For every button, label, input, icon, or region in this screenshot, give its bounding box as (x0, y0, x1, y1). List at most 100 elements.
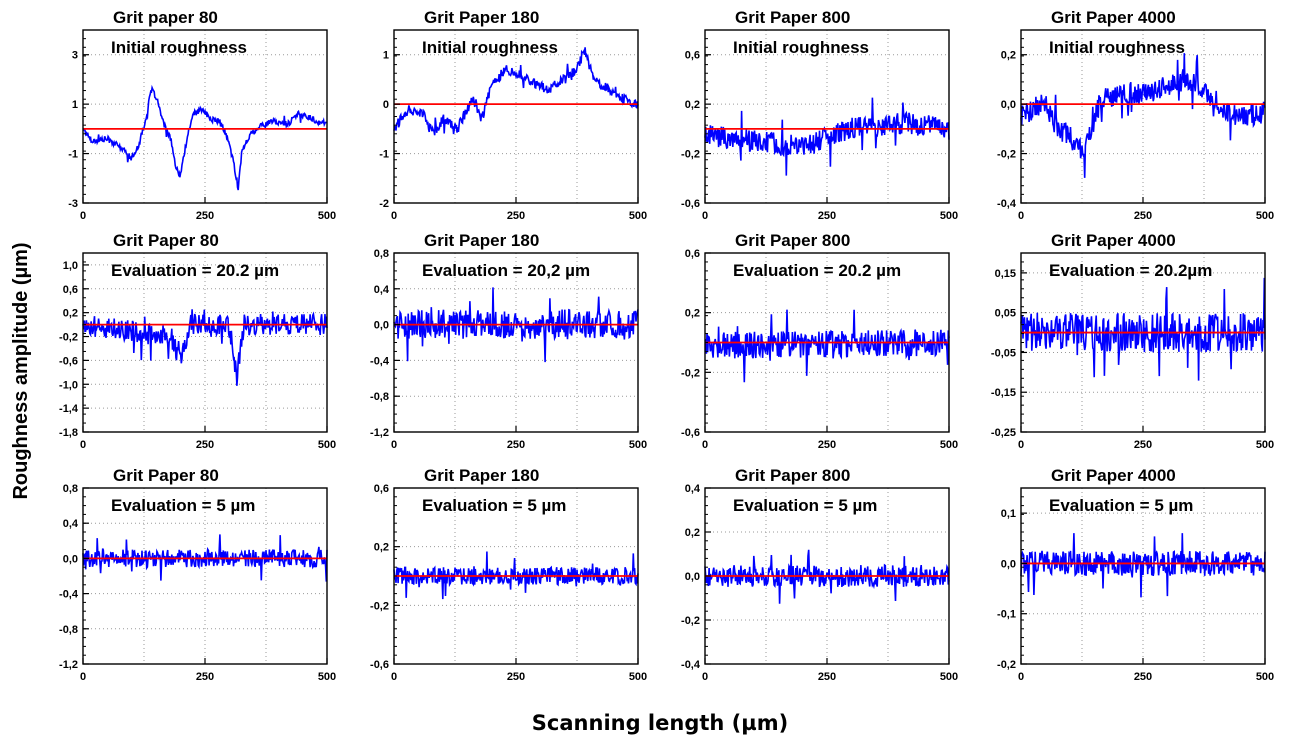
panel-subtitle: Initial roughness (1049, 38, 1185, 57)
y-tick-label: -0,2 (997, 659, 1016, 671)
x-tick-label: 250 (196, 210, 214, 222)
y-tick-label: 0,0 (685, 571, 700, 583)
y-tick-label: 1 (72, 99, 78, 111)
panel-title: Grit Paper 800 (735, 8, 850, 27)
panel-title: Grit Paper 4000 (1051, 8, 1176, 27)
x-tick-label: 0 (1018, 439, 1024, 451)
x-tick-label: 0 (702, 439, 708, 451)
x-tick-label: 500 (1256, 210, 1274, 222)
y-tick-label: 0,8 (63, 483, 78, 495)
x-tick-label: 0 (80, 671, 86, 683)
panel-subtitle: Initial roughness (733, 38, 869, 57)
y-tick-label: 1,0 (63, 260, 78, 272)
panel-subtitle: Evaluation = 5 µm (422, 496, 566, 515)
panel-8: 0,15 0,05 -0,05 -0,15 -0,250 250 500 Grit Paper… (991, 231, 1274, 451)
x-tick-label: 500 (940, 210, 958, 222)
x-tick-label: 0 (391, 210, 397, 222)
x-tick-label: 0 (1018, 210, 1024, 222)
x-tick-label: 250 (1134, 210, 1152, 222)
y-tick-label: -0,15 (991, 387, 1016, 399)
x-tick-label: 500 (629, 671, 647, 683)
y-tick-label: 0,2 (374, 542, 389, 554)
y-tick-label: -0,6 (681, 198, 700, 210)
x-tick-label: 500 (318, 439, 336, 451)
panel-title: Grit paper 80 (113, 8, 218, 27)
x-tick-label: 500 (940, 671, 958, 683)
y-tick-label: 0,2 (1001, 50, 1016, 62)
roughness-profile-line (82, 534, 328, 582)
y-tick-label: 0,6 (63, 284, 78, 296)
panel-subtitle: Initial roughness (422, 38, 558, 57)
panel-subtitle: Evaluation = 5 µm (1049, 496, 1193, 515)
panel-subtitle: Evaluation = 20,2 µm (422, 261, 590, 280)
y-tick-label: -0,6 (59, 355, 78, 367)
x-tick-label: 500 (1256, 439, 1274, 451)
y-tick-label: -0,4 (59, 589, 79, 601)
x-tick-label: 250 (507, 671, 525, 683)
y-tick-label: 0,0 (1001, 99, 1016, 111)
panel-title: Grit Paper 180 (424, 231, 539, 250)
y-tick-label: -0,6 (370, 659, 389, 671)
panel-title: Grit Paper 80 (113, 466, 219, 485)
y-tick-label: 0,4 (685, 483, 701, 495)
figure-x-axis-label: Scanning length (µm) (532, 711, 788, 735)
y-tick-label: 0,6 (685, 50, 700, 62)
y-tick-label: 0,2 (685, 527, 700, 539)
x-tick-label: 0 (391, 439, 397, 451)
roughness-profile-line (393, 287, 639, 363)
x-tick-label: 0 (80, 210, 86, 222)
panel-subtitle: Evaluation = 20.2 µm (111, 261, 279, 280)
x-tick-label: 250 (818, 210, 836, 222)
panel-5: 1,0 0,6 0,2 -0,2 -0,6 -1,0 -1,4 -1,80 250 500 Grit… (59, 231, 336, 451)
y-tick-label: -1 (68, 149, 78, 161)
y-tick-label: -0,2 (681, 367, 700, 379)
panel-subtitle: Evaluation = 5 µm (111, 496, 255, 515)
y-tick-label: -0,2 (370, 600, 389, 612)
y-tick-label: -0,6 (681, 427, 700, 439)
y-tick-label: -3 (68, 198, 78, 210)
panel-12: 0,1 0,0 -0,1 -0,20 250 500 Grit Paper 4000 Eval… (997, 466, 1274, 683)
roughness-profile-line (82, 309, 328, 386)
y-tick-label: 0,1 (1001, 508, 1016, 520)
panel-7: 0,6 0,2 -0,2 -0,60 250 500 Grit Paper 800 Evalu… (681, 231, 958, 451)
roughness-profile-line (1020, 53, 1266, 178)
y-tick-label: -0,2 (681, 149, 700, 161)
x-tick-label: 0 (702, 210, 708, 222)
panel-title: Grit Paper 80 (113, 231, 219, 250)
y-tick-label: -1,4 (59, 403, 79, 415)
y-tick-label: 0 (383, 99, 389, 111)
x-tick-label: 500 (1256, 671, 1274, 683)
y-tick-label: 0,05 (995, 308, 1016, 320)
roughness-profile-line (704, 97, 950, 176)
x-tick-label: 250 (818, 671, 836, 683)
x-tick-label: 250 (1134, 439, 1152, 451)
y-tick-label: -2 (379, 198, 389, 210)
y-tick-label: -0,05 (991, 347, 1016, 359)
roughness-profile-line (82, 84, 328, 191)
panel-subtitle: Evaluation = 5 µm (733, 496, 877, 515)
panel-6: 0,8 0,4 0,0 -0,4 -0,8 -1,20 250 500 Grit Paper 1… (370, 231, 647, 451)
y-tick-label: 0,0 (374, 320, 389, 332)
panel-title: Grit Paper 800 (735, 466, 850, 485)
y-tick-label: -0,25 (991, 427, 1016, 439)
x-tick-label: 500 (629, 210, 647, 222)
x-tick-label: 500 (318, 210, 336, 222)
y-tick-label: 0,0 (1001, 558, 1016, 570)
roughness-profile-line (1020, 533, 1266, 598)
panel-4: 0,2 0,0 -0,2 -0,40 250 500 Grit Paper 4000 Init… (997, 8, 1274, 222)
y-tick-label: 0,6 (374, 483, 389, 495)
y-tick-label: 0,4 (374, 284, 390, 296)
x-tick-label: 0 (702, 671, 708, 683)
y-tick-label: 0,0 (63, 553, 78, 565)
panel-subtitle: Evaluation = 20.2µm (1049, 261, 1212, 280)
x-tick-label: 250 (196, 671, 214, 683)
x-tick-label: 500 (318, 671, 336, 683)
x-tick-label: 500 (629, 439, 647, 451)
y-tick-label: -0,1 (997, 609, 1016, 621)
y-tick-label: -1,2 (370, 427, 389, 439)
x-tick-label: 250 (507, 439, 525, 451)
y-tick-label: -0,8 (370, 391, 389, 403)
